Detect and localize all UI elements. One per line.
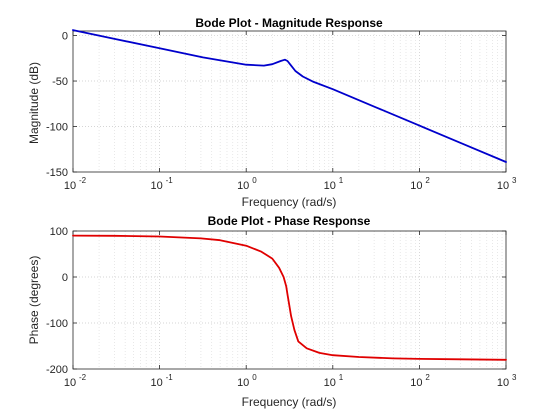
phase-ylabel: Phase (degrees) (27, 256, 41, 345)
magnitude-ytick-label: 0 (62, 31, 68, 43)
phase-plot: Bode Plot - Phase Response 10 -2 10 -1 10 0 10… (27, 214, 517, 409)
phase-series (72, 234, 507, 361)
magnitude-xtick-exponent: 0 (252, 176, 257, 185)
magnitude-xtick-exponent: -1 (166, 176, 174, 185)
magnitude-xtick-label: 10 (410, 180, 422, 192)
magnitude-ytick-label: -50 (52, 76, 68, 88)
magnitude-xtick-label: 10 (497, 180, 509, 192)
magnitude-xtick-label: 10 (237, 180, 249, 192)
magnitude-ticks: 10 -2 10 -1 10 0 10 1 10 2 10 30-50-100-150 (46, 31, 517, 192)
magnitude-xtick-label: 10 (150, 180, 162, 192)
magnitude-xtick-label: 10 (324, 180, 336, 192)
magnitude-series-line (72, 29, 507, 163)
magnitude-axes-box (72, 30, 507, 173)
phase-xtick-exponent: -1 (166, 373, 174, 382)
magnitude-ytick-label: -100 (46, 122, 68, 134)
phase-xtick-label: 10 (497, 377, 509, 389)
magnitude-plot: Bode Plot - Magnitude Response 10 -2 10 -1 1… (27, 16, 517, 209)
phase-xtick-exponent: 0 (252, 373, 257, 382)
phase-ytick-label: -100 (46, 318, 68, 330)
phase-series-line (72, 234, 507, 361)
phase-xlabel: Frequency (rad/s) (242, 395, 337, 409)
phase-xtick-exponent: -2 (79, 373, 87, 382)
magnitude-ylabel: Magnitude (dB) (27, 62, 41, 144)
magnitude-xtick-exponent: -2 (79, 176, 87, 185)
magnitude-grid (73, 31, 506, 172)
magnitude-xtick-label: 10 (64, 180, 76, 192)
phase-xtick-label: 10 (324, 377, 336, 389)
phase-xtick-label: 10 (64, 377, 76, 389)
phase-xtick-label: 10 (150, 377, 162, 389)
phase-ytick-label: 0 (62, 272, 68, 284)
phase-xtick-label: 10 (237, 377, 249, 389)
phase-xtick-exponent: 3 (512, 373, 517, 382)
magnitude-xlabel: Frequency (rad/s) (242, 195, 337, 209)
magnitude-ytick-label: -150 (46, 167, 68, 179)
phase-ytick-label: 100 (50, 226, 68, 238)
phase-title: Bode Plot - Phase Response (208, 214, 371, 228)
phase-axes-box (72, 230, 507, 370)
phase-grid (73, 231, 506, 369)
magnitude-series (72, 29, 507, 163)
magnitude-xtick-exponent: 2 (425, 176, 430, 185)
magnitude-xtick-exponent: 1 (339, 176, 344, 185)
magnitude-xtick-exponent: 3 (512, 176, 517, 185)
magnitude-title: Bode Plot - Magnitude Response (195, 16, 383, 30)
phase-xtick-exponent: 1 (339, 373, 344, 382)
phase-ytick-label: -200 (46, 364, 68, 376)
phase-xtick-label: 10 (410, 377, 422, 389)
phase-xtick-exponent: 2 (425, 373, 430, 382)
